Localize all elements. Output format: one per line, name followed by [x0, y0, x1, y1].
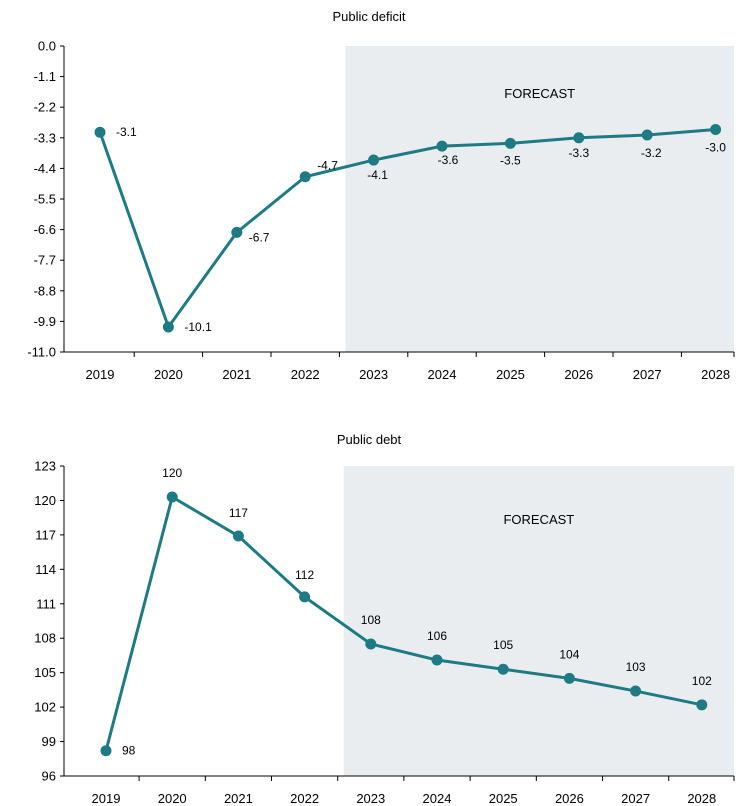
data-point — [710, 123, 722, 135]
y-tick-label: -6.6 — [34, 222, 56, 237]
y-tick-label: 105 — [34, 665, 56, 680]
data-point — [100, 745, 112, 757]
x-tick-label: 2023 — [359, 367, 388, 382]
y-tick-label: 108 — [34, 631, 56, 646]
y-tick-label: -5.5 — [34, 192, 56, 207]
data-label: -3.6 — [438, 153, 459, 167]
data-point — [436, 140, 448, 152]
x-tick-label: 2023 — [356, 791, 385, 806]
chart-title: Public deficit — [333, 9, 406, 24]
data-label: 106 — [427, 629, 447, 643]
data-label: -4.7 — [317, 159, 338, 173]
x-tick-label: 2028 — [687, 791, 716, 806]
y-tick-label: -8.8 — [34, 283, 56, 298]
x-tick-label: 2026 — [564, 367, 593, 382]
data-label: -3.1 — [116, 125, 137, 139]
data-point — [368, 154, 380, 166]
x-tick-label: 2024 — [423, 791, 452, 806]
public-debt-chart: Public debt FORECAST 123 120 117 114 111 108 10… — [34, 432, 735, 806]
x-tick-label: 2019 — [86, 367, 115, 382]
data-label: 104 — [559, 647, 579, 661]
forecast-region — [343, 466, 734, 776]
x-tick-label: 2020 — [154, 367, 183, 382]
x-tick-label: 2024 — [428, 367, 457, 382]
y-tick-label: 99 — [42, 734, 56, 749]
forecast-region — [345, 46, 734, 352]
x-tick-label: 2025 — [489, 791, 518, 806]
data-label: 120 — [162, 466, 182, 480]
data-point — [162, 321, 174, 333]
x-tick-label: 2019 — [92, 791, 121, 806]
data-label: -3.5 — [500, 153, 521, 167]
data-point — [299, 171, 311, 183]
data-point — [365, 638, 377, 650]
y-tick-label: 120 — [34, 493, 56, 508]
y-tick-label: 102 — [34, 700, 56, 715]
y-tick-label: 111 — [36, 596, 56, 611]
data-point — [231, 226, 243, 238]
x-tick-label: 2027 — [633, 367, 662, 382]
data-label: -3.0 — [705, 140, 726, 154]
data-label: 103 — [626, 660, 646, 674]
y-tick-label: -7.7 — [34, 253, 56, 268]
chart-title: Public debt — [337, 432, 402, 447]
data-point — [497, 663, 509, 675]
y-tick-label: 117 — [35, 527, 56, 542]
x-tick-label: 2020 — [158, 791, 187, 806]
forecast-label: FORECAST — [503, 512, 574, 527]
data-point — [431, 654, 443, 666]
y-tick-label: -11.0 — [27, 345, 56, 360]
series-line — [98, 127, 716, 329]
data-label: -6.7 — [249, 230, 270, 244]
x-tick-label: 2027 — [621, 791, 650, 806]
data-label: -3.2 — [641, 146, 662, 160]
x-tick-label: 2021 — [224, 791, 253, 806]
data-label: 105 — [493, 638, 513, 652]
y-tick-label: 123 — [34, 459, 56, 474]
x-tick-label: 2022 — [291, 367, 320, 382]
y-tick-label: -9.9 — [34, 314, 56, 329]
y-tick-label: -1.1 — [34, 69, 56, 84]
data-label: 108 — [361, 613, 381, 627]
data-label: -3.3 — [568, 146, 589, 160]
data-point — [504, 137, 516, 149]
public-deficit-chart: Public deficit FORECAST 0.0 -1.1 -2.2 -3.3 -4… — [27, 9, 735, 382]
data-point — [166, 491, 178, 503]
data-label: 117 — [229, 506, 248, 520]
data-label: 102 — [692, 674, 712, 688]
data-point — [641, 129, 653, 141]
data-label: 112 — [295, 568, 314, 582]
data-label: -4.1 — [367, 168, 388, 182]
data-point — [232, 530, 244, 542]
data-point — [94, 126, 106, 138]
x-tick-label: 2025 — [496, 367, 525, 382]
y-tick-label: -4.4 — [34, 161, 56, 176]
y-tick-label: 96 — [42, 769, 56, 784]
forecast-label: FORECAST — [504, 86, 575, 101]
y-tick-label: -2.2 — [34, 100, 56, 115]
y-tick-label: 114 — [35, 562, 56, 577]
x-tick-label: 2028 — [701, 367, 730, 382]
data-point — [563, 672, 575, 684]
x-tick-label: 2026 — [555, 791, 584, 806]
y-tick-label: 0.0 — [38, 39, 56, 54]
data-point — [696, 699, 708, 711]
data-point — [630, 685, 642, 697]
data-label: -10.1 — [184, 320, 212, 334]
data-point — [299, 591, 311, 603]
y-tick-label: -3.3 — [34, 130, 56, 145]
series-line — [104, 495, 703, 752]
x-tick-label: 2021 — [222, 367, 251, 382]
data-point — [573, 132, 585, 144]
data-label: 98 — [122, 744, 136, 758]
x-tick-label: 2022 — [290, 791, 319, 806]
